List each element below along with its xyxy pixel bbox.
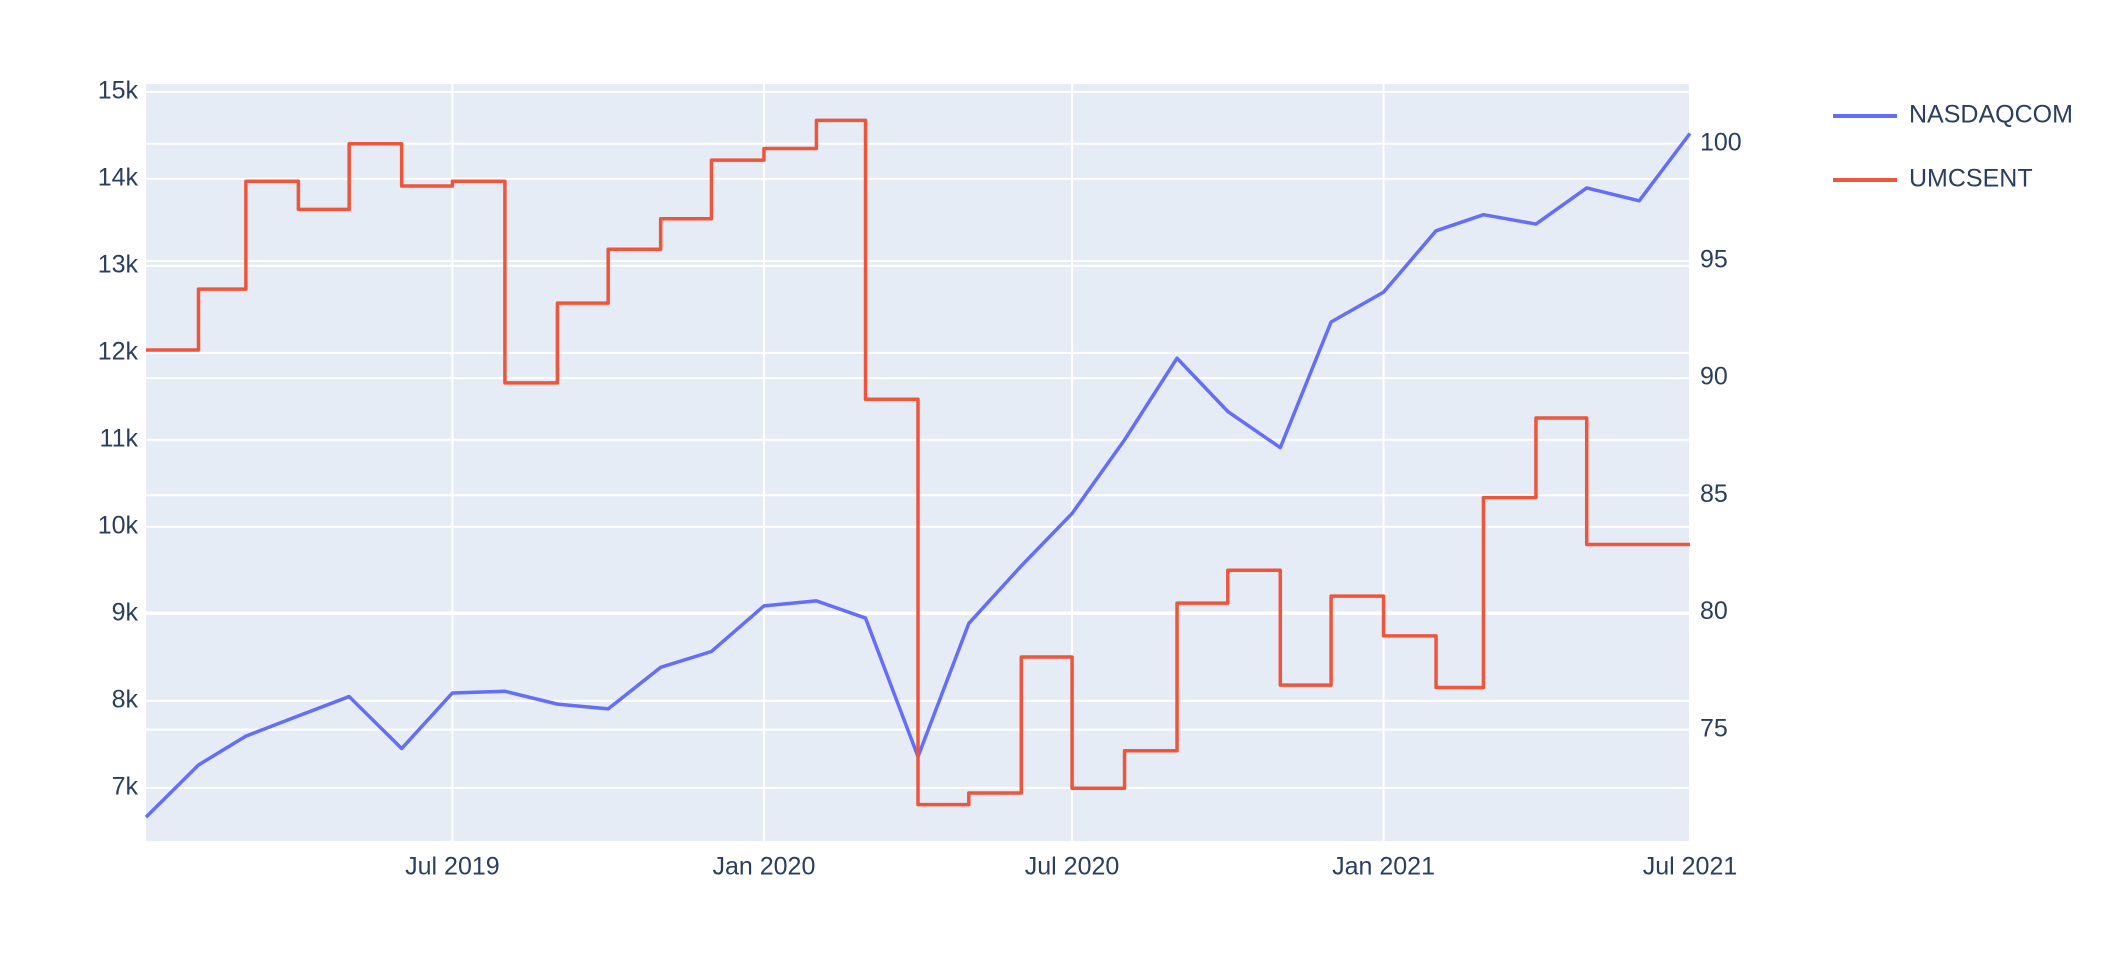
legend: NASDAQCOM UMCSENT — [1833, 101, 2073, 193]
y-tick-label: 11k — [100, 424, 139, 452]
x-tick-label: Jul 2021 — [1643, 853, 1738, 881]
y2-tick-label: 90 — [1700, 363, 1728, 391]
x-tick-label: Jul 2020 — [1025, 853, 1120, 881]
y-tick-label: 9k — [112, 599, 139, 627]
y-tick-label: 12k — [98, 337, 139, 365]
y-tick-label: 8k — [112, 686, 139, 714]
y-tick-label: 13k — [98, 250, 139, 278]
y2-tick-label: 80 — [1700, 597, 1728, 625]
x-tick-label: Jan 2021 — [1332, 853, 1435, 881]
x-tick-label: Jan 2020 — [713, 853, 816, 881]
y2-tick-label: 75 — [1700, 714, 1728, 742]
legend-label: NASDAQCOM — [1909, 101, 2073, 129]
x-tick-label: Jul 2019 — [405, 853, 500, 881]
legend-label: UMCSENT — [1909, 165, 2033, 193]
y2-tick-label: 100 — [1700, 128, 1742, 156]
y2-tick-label: 85 — [1700, 480, 1728, 508]
data-line — [146, 118, 1690, 807]
y-tick-label: 10k — [98, 511, 139, 539]
y-tick-label: 7k — [112, 773, 139, 801]
y-tick-label: 15k — [98, 76, 139, 104]
y-tick-label: 14k — [98, 163, 139, 191]
y2-tick-label: 95 — [1700, 246, 1728, 274]
